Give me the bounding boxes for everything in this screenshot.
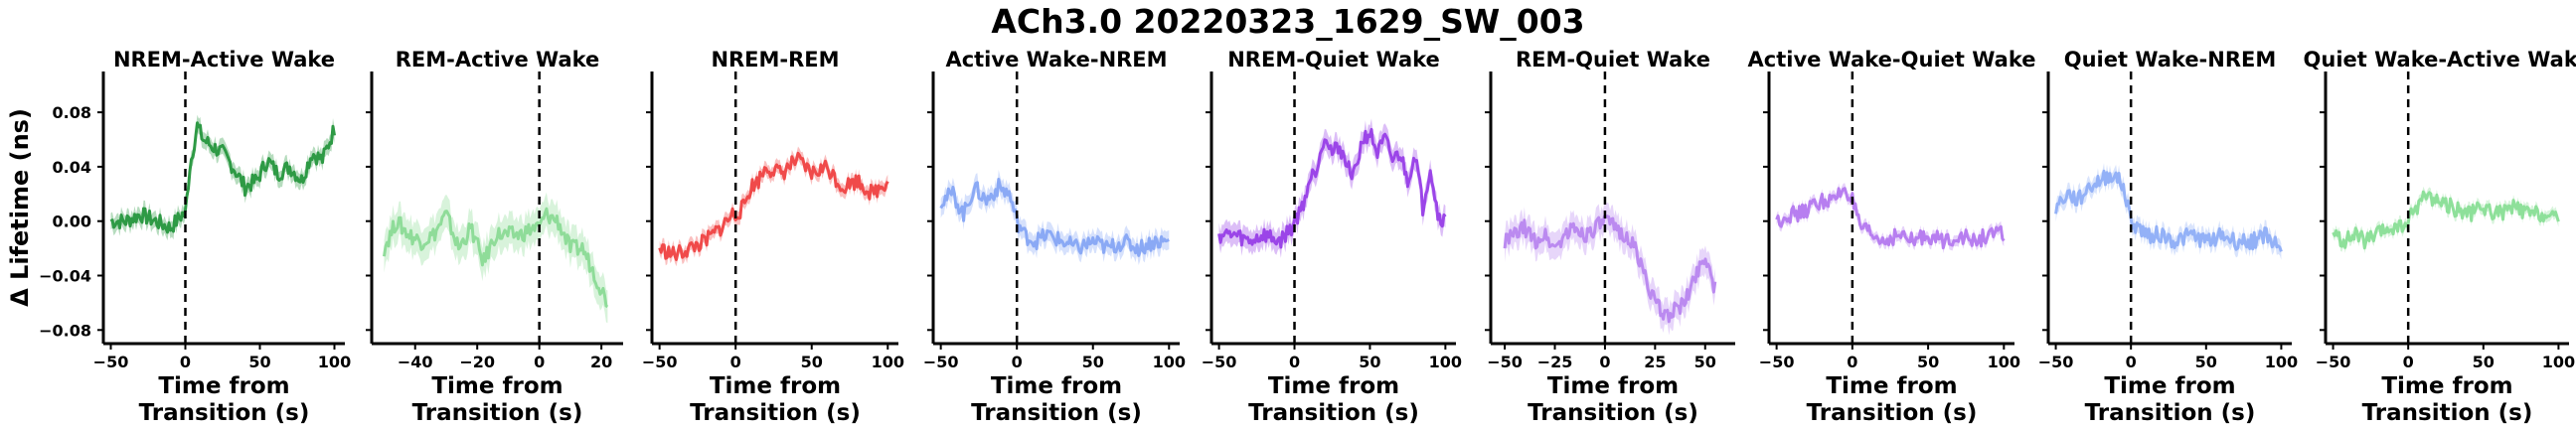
x-axis-label: Time from Transition (s) (1528, 373, 1698, 426)
x-tick-label: 100 (1988, 353, 2020, 371)
mean-trace-line (2054, 169, 2283, 252)
x-tick-label: −40 (398, 353, 433, 371)
x-axis-label: Time from Transition (s) (2362, 373, 2533, 426)
x-axis-label: Time from Transition (s) (1807, 373, 1978, 426)
subplot-title: REM-Active Wake (396, 48, 600, 72)
mean-trace-line (1775, 187, 2006, 250)
x-tick-label: 50 (801, 353, 823, 371)
mean-trace-line (109, 121, 336, 234)
x-tick-label: −20 (459, 353, 495, 371)
x-axis-label: Time from Transition (s) (412, 373, 583, 426)
subplot-title: NREM-REM (711, 48, 839, 72)
subplot-7: Active Wake-Quiet Wake −50 0 50 100 Time from… (1748, 48, 2036, 426)
x-tick-label: 100 (2542, 353, 2575, 371)
x-tick-label: 0 (1289, 353, 1300, 371)
y-tick-label: −0.08 (39, 321, 91, 340)
sem-band (1505, 203, 1715, 336)
x-tick-label: 0 (534, 353, 545, 371)
x-tick-label: −50 (2316, 353, 2351, 371)
x-tick-label: 0 (1599, 353, 1610, 371)
x-axis-label: Time from Transition (s) (2085, 373, 2256, 426)
mean-trace-line (939, 178, 1170, 257)
x-tick-label: 0 (1847, 353, 1857, 371)
y-tick-label: 0.08 (53, 103, 91, 122)
y-axis-label: Δ Lifetime (ns) (6, 108, 34, 307)
subplot-8: Quiet Wake-NREM −50 0 50 100 Time from Transit… (2038, 48, 2298, 426)
x-axis-label: Time from Transition (s) (1248, 373, 1419, 426)
mean-trace-line (658, 151, 889, 261)
x-tick-label: −25 (1537, 353, 1573, 371)
subplot-title: NREM-Active Wake (113, 48, 335, 72)
x-tick-label: 50 (248, 353, 270, 371)
subplot-4: Active Wake-NREM −50 0 50 100 Time from Transi… (923, 48, 1186, 426)
mean-trace-line (1217, 127, 1447, 249)
subplot-title: Active Wake-Quiet Wake (1748, 48, 2036, 72)
x-axis-label: Time from Transition (s) (139, 373, 310, 426)
subplot-title: REM-Quiet Wake (1516, 48, 1710, 72)
y-tick-label: 0.04 (53, 158, 91, 177)
x-tick-label: 50 (1917, 353, 1939, 371)
x-tick-label: 100 (318, 353, 351, 371)
subplot-title: Quiet Wake-Active Wake (2304, 48, 2576, 72)
x-tick-label: 25 (1644, 353, 1666, 371)
x-tick-label: 0 (730, 353, 741, 371)
subplot-title: NREM-Quiet Wake (1227, 48, 1440, 72)
subplot-1: NREM-Active Wake −0.08 −0.04 0.00 0.04 0.08 −5… (6, 48, 351, 426)
x-tick-label: 100 (872, 353, 904, 371)
x-tick-label: 100 (1429, 353, 1462, 371)
x-tick-label: −50 (1759, 353, 1795, 371)
subplot-5: NREM-Quiet Wake −50 0 50 100 Time from Transit… (1202, 48, 1462, 426)
sem-band (2055, 163, 2282, 260)
subplot-title: Active Wake-NREM (945, 48, 1167, 72)
subplot-title: Quiet Wake-NREM (2064, 48, 2277, 72)
x-tick-label: −50 (1202, 353, 1237, 371)
subplot-9: Quiet Wake-Active Wake −50 0 50 100 Time from… (2304, 48, 2576, 426)
x-tick-label: 50 (1082, 353, 1104, 371)
x-tick-label: 100 (2265, 353, 2298, 371)
x-tick-label: −50 (923, 353, 959, 371)
x-tick-label: 50 (1694, 353, 1716, 371)
x-tick-label: 50 (2195, 353, 2217, 371)
mean-trace-line (1503, 214, 1717, 324)
x-tick-label: −50 (2038, 353, 2074, 371)
x-tick-label: 0 (180, 353, 191, 371)
y-tick-label: −0.04 (39, 267, 91, 286)
x-tick-label: 100 (1153, 353, 1186, 371)
y-tick-label: 0.00 (53, 213, 91, 231)
subplot-6: REM-Quiet Wake −50 −25 0 25 50 Time from Transi… (1485, 48, 1735, 426)
x-tick-label: 0 (2403, 353, 2414, 371)
x-tick-label: −50 (93, 353, 129, 371)
x-tick-label: 0 (2126, 353, 2137, 371)
x-axis-label: Time from Transition (s) (971, 373, 1142, 426)
mean-trace-line (2332, 190, 2560, 250)
x-tick-label: 20 (590, 353, 612, 371)
subplot-3: NREM-REM −50 0 50 100 Time from Transition (s) (642, 48, 904, 426)
x-tick-label: −50 (1487, 353, 1523, 371)
x-tick-label: 0 (1012, 353, 1023, 371)
figure-title: ACh3.0 20220323_1629_SW_003 (991, 2, 1585, 41)
sem-band (384, 192, 608, 324)
subplot-2: REM-Active Wake −40 −20 0 20 Time from Transit… (366, 48, 623, 426)
x-axis-label: Time from Transition (s) (690, 373, 861, 426)
mean-trace-line (383, 207, 609, 309)
x-tick-label: −50 (642, 353, 678, 371)
sem-band (1218, 118, 1446, 258)
x-tick-label: 50 (2473, 353, 2495, 371)
x-tick-label: 50 (1359, 353, 1380, 371)
sem-band (110, 114, 335, 241)
